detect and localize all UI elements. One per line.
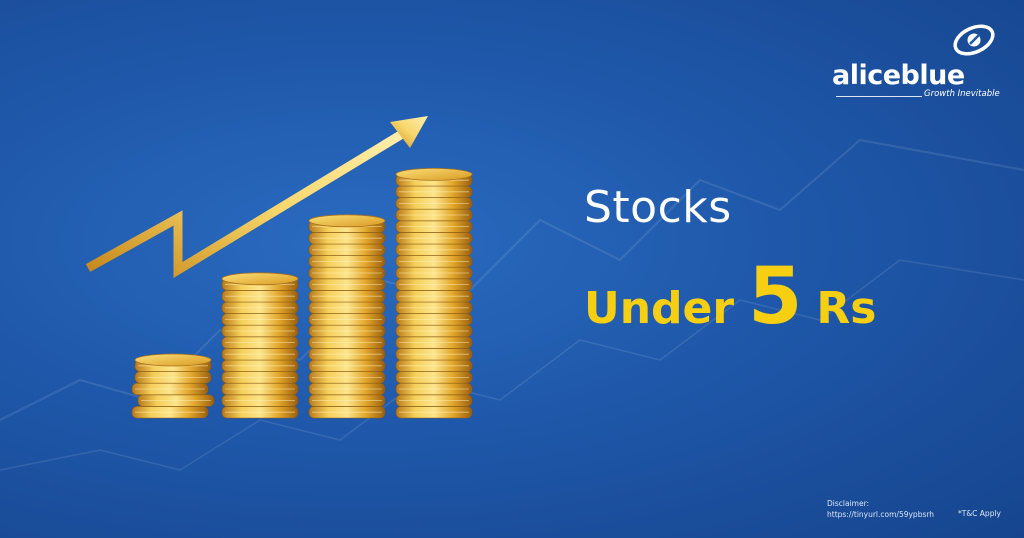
headline-line2: Under 5 Rs [584,252,876,342]
disclaimer-label: Disclaimer: [827,499,870,508]
headline-line1: Stocks [584,182,732,233]
brand-divider [836,96,922,97]
terms-apply: *T&C Apply [958,509,1001,518]
brand-name: aliceblue [832,60,965,91]
coin-stacks-illustration [85,116,473,419]
brand-logo: aliceblue Growth Inevitable [832,20,1000,102]
coin-stack [131,353,215,419]
aliceblue-emblem-icon [953,24,995,56]
brand-tagline: Growth Inevitable [924,89,1000,99]
disclaimer-link[interactable]: https://tinyurl.com/59ypbsrh [827,510,935,519]
disclaimer: Disclaimer: https://tinyurl.com/59ypbsrh [827,498,934,520]
coin-stack [395,168,473,419]
headline-currency: Rs [816,283,877,334]
coin-stack [221,272,299,419]
headline-under: Under [584,283,735,334]
coin-stack [308,214,386,419]
headline-number: 5 [748,252,803,342]
rising-arrow-icon [85,116,428,278]
